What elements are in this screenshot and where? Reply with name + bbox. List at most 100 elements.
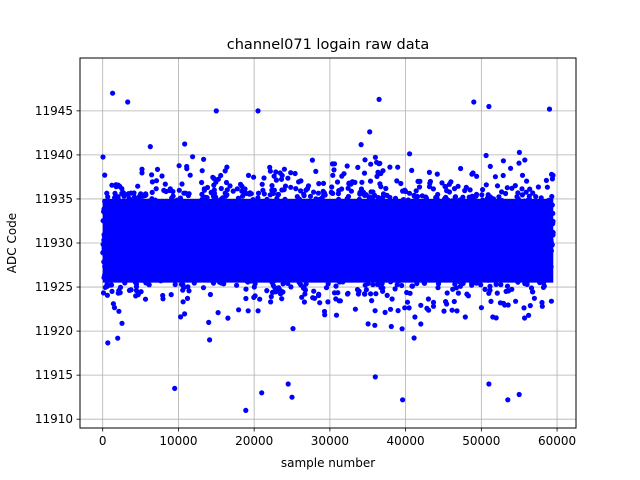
data-point [243,286,249,292]
data-point [409,167,415,173]
data-point [184,295,191,301]
data-point [215,310,221,316]
data-point [387,164,393,170]
data-point [225,315,231,321]
data-point [519,192,526,198]
data-point [116,308,122,314]
data-point [218,185,224,192]
data-point [224,192,230,198]
data-point [454,308,460,314]
data-point [207,291,213,298]
data-point [404,289,410,296]
data-point [466,194,472,200]
data-point [549,193,555,200]
data-point [100,154,106,160]
data-point [384,292,390,298]
data-point [372,322,378,328]
data-point [279,296,285,302]
data-point [531,295,538,301]
data-point [333,312,340,318]
data-point [464,291,470,297]
data-point [276,287,282,293]
data-point [120,190,126,196]
data-point [404,299,411,305]
data-point [139,166,145,172]
data-point [325,299,331,305]
data-point [176,187,182,193]
data-point [206,319,212,325]
data-point [426,184,433,190]
x-tick-label: 10000 [159,434,197,448]
data-point [301,193,307,199]
data-point [344,163,350,169]
data-point [142,296,149,302]
data-point [448,179,454,185]
data-point [462,314,468,320]
y-tick-label: 11910 [35,412,73,426]
data-point [104,283,110,289]
data-point [187,172,193,178]
data-point [487,163,493,169]
data-point [243,190,250,197]
data-point [280,289,286,295]
data-point [131,190,137,196]
data-point [269,183,275,189]
data-point [337,298,343,304]
data-point [478,305,484,311]
x-tick-label: 30000 [311,434,349,448]
data-point [268,299,274,305]
data-point [298,188,304,194]
data-point [345,290,351,296]
data-point [304,186,311,192]
data-point [403,188,409,195]
data-point [395,164,401,170]
data-point [539,299,545,306]
data-point [444,301,450,307]
y-tick-label: 11930 [35,236,73,250]
data-point [182,311,188,317]
y-axis: 11910 11915 11920 11925 11930 11935 11940 11945 [35,104,80,426]
x-tick-label: 60000 [538,434,576,448]
data-point [541,283,547,289]
data-point [321,190,327,196]
data-point [494,183,501,189]
data-point [418,302,424,308]
data-point [115,194,121,200]
data-point [504,283,511,289]
data-point [162,181,168,187]
y-axis-label: ADC Code [5,213,19,273]
data-point [135,183,141,189]
data-point [311,288,317,294]
data-point [115,182,121,188]
data-point [392,286,398,292]
data-point [245,172,252,178]
data-point [302,287,308,293]
data-point [490,314,496,320]
data-point [161,187,167,193]
outlier-point [376,96,382,102]
data-point [354,287,361,293]
data-point [548,298,555,304]
data-point [516,149,523,155]
x-axis: 0 10000 20000 30000 40000 50000 60000 [99,428,576,448]
data-point [335,191,341,197]
data-point [330,190,336,196]
data-point [182,141,188,147]
data-point [372,308,378,314]
data-point [331,167,337,173]
data-point [117,290,123,296]
y-tick-label: 11945 [35,104,73,118]
data-point [374,281,381,287]
data-point [282,183,289,189]
data-point [426,169,432,175]
data-point [311,189,317,195]
data-point [261,175,267,181]
outlier-point [471,99,477,105]
outlier-point [259,390,265,396]
data-point [411,192,417,198]
data-point [183,190,189,196]
data-point [339,186,345,192]
data-point [348,181,354,187]
data-point [394,282,400,288]
data-point [236,307,242,313]
